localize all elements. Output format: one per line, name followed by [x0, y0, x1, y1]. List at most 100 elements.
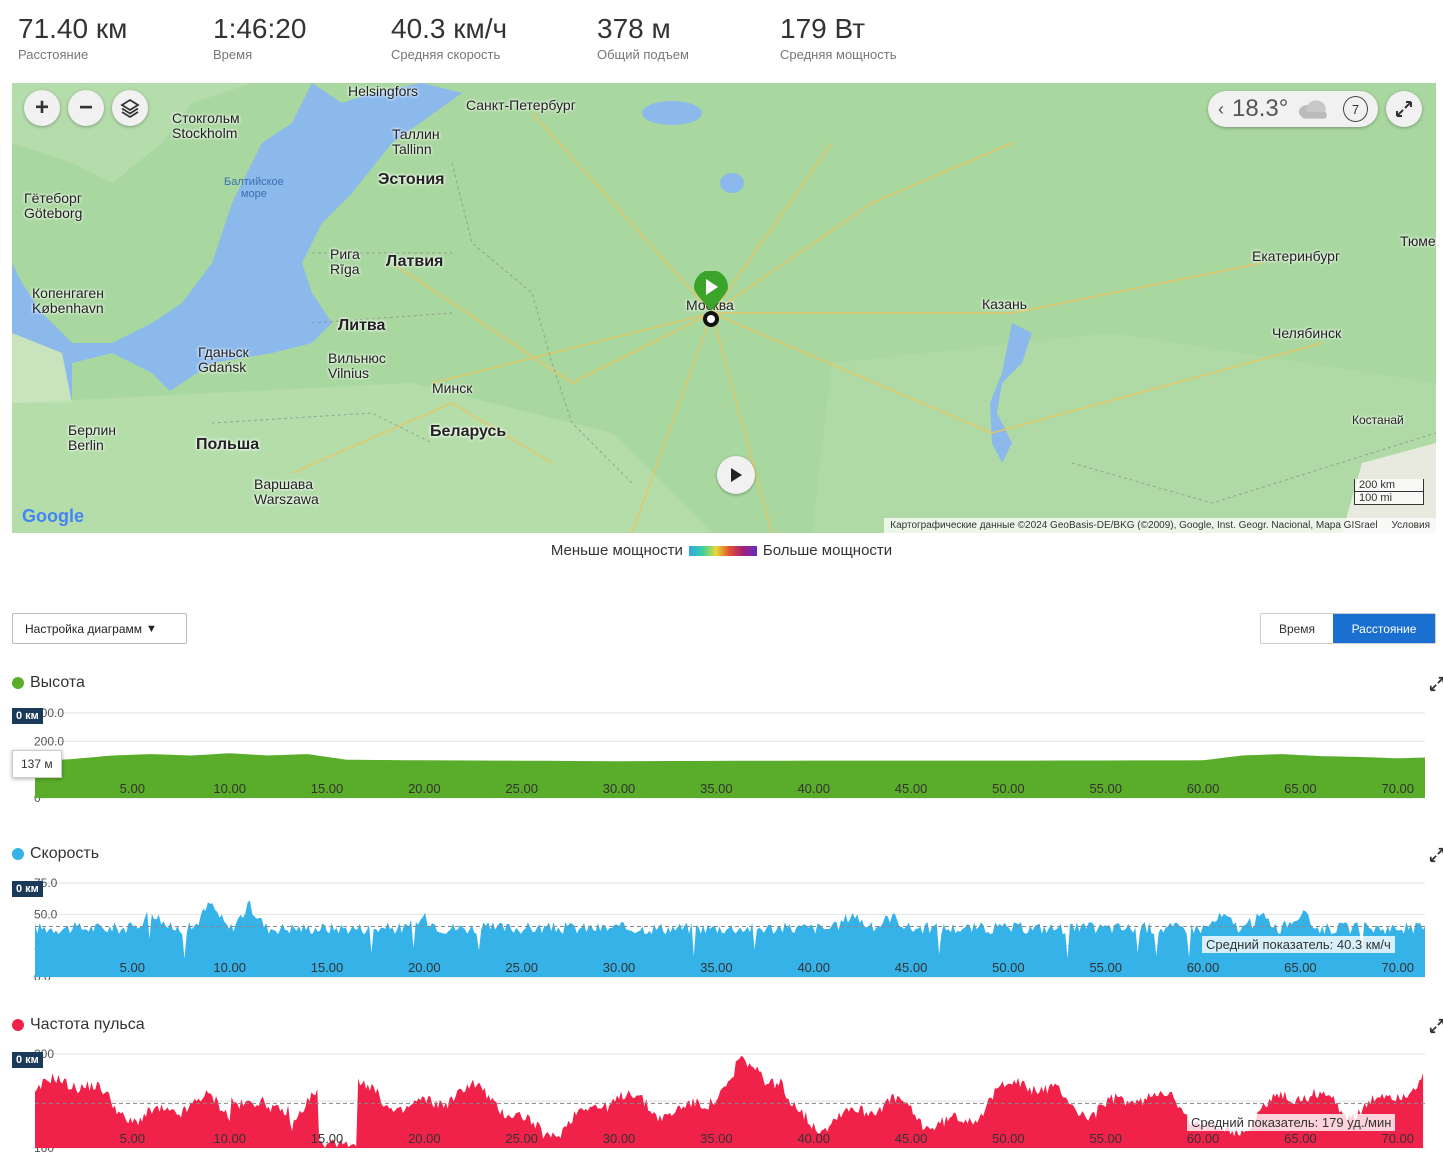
expand-icon: [1429, 847, 1443, 863]
zoom-out-button[interactable]: −: [68, 90, 104, 126]
x-tick-label: 40.00: [797, 960, 830, 975]
minus-icon: −: [78, 94, 93, 121]
x-tick-label: 35.00: [700, 781, 733, 796]
plus-icon: +: [34, 94, 49, 121]
x-tick-label: 5.00: [120, 1131, 145, 1146]
heart-rate-plot[interactable]: 2001801605.0010.0015.0020.0025.0030.0035…: [0, 1016, 1443, 1167]
layers-button[interactable]: [112, 90, 148, 126]
x-tick-label: 50.00: [992, 1131, 1025, 1146]
x-tick-label: 10.00: [213, 960, 246, 975]
zoom-in-button[interactable]: +: [24, 90, 60, 126]
x-tick-label: 30.00: [603, 1131, 636, 1146]
chevron-left-icon[interactable]: ‹: [1218, 98, 1224, 119]
map-label-tyumen: Тюме: [1400, 233, 1436, 249]
series-area: [35, 900, 1425, 977]
x-tick-label: 50.00: [992, 960, 1025, 975]
stat-ascent: 378 м Общий подъем: [597, 13, 780, 62]
stat-label: Средняя скорость: [391, 46, 501, 62]
layers-icon: [120, 98, 140, 119]
map-label-berlin: Берлин Berlin: [68, 422, 117, 453]
map-label-kostanay: Костанай: [1352, 413, 1404, 427]
y-tick-label: 200.0: [34, 734, 64, 748]
stat-label: Средняя мощность: [780, 46, 897, 62]
chart-title: Высота: [12, 674, 85, 692]
map-label-chelyabinsk: Челябинск: [1272, 325, 1342, 341]
series-area: [35, 1055, 1424, 1148]
series-dot: [12, 677, 24, 689]
x-tick-label: 20.00: [408, 960, 441, 975]
x-tick-label: 20.00: [408, 1131, 441, 1146]
chart-title-text: Скорость: [30, 845, 100, 862]
x-tick-label: 55.00: [1089, 960, 1122, 975]
x-tick-label: 25.00: [505, 960, 538, 975]
series-dot: [12, 1019, 24, 1031]
map-scale: 200 km 100 mi: [1354, 479, 1424, 505]
speed-average-label: Средний показатель: 40.3 км/ч: [1202, 936, 1395, 953]
elevation-chart: Высота 300.0200.005.0010.0015.0020.0025.…: [0, 674, 1443, 804]
stat-value: 378 м: [597, 13, 671, 44]
map-label-goteborg: Гётеборг Göteborg: [24, 190, 83, 221]
x-tick-label: 15.00: [311, 1131, 344, 1146]
map-label-kazan: Казань: [982, 296, 1028, 312]
stat-avg-power: 179 Вт Средняя мощность: [780, 13, 960, 62]
x-tick-label: 20.00: [408, 781, 441, 796]
map-label-poland: Польша: [196, 436, 260, 453]
x-tick-label: 10.00: [213, 781, 246, 796]
map-label-latvia: Латвия: [386, 253, 444, 270]
power-gradient: [688, 545, 757, 556]
map-label-estonia: Эстония: [378, 171, 445, 188]
x-tick-label: 70.00: [1381, 781, 1414, 796]
terms-link[interactable]: Условия: [1391, 520, 1430, 531]
stat-value: 179 Вт: [780, 13, 866, 44]
play-icon: [731, 468, 742, 482]
x-tick-label: 45.00: [895, 960, 928, 975]
stat-value: 1:46:20: [213, 13, 307, 44]
map-label-vilnius: Вильнюс Vilnius: [328, 350, 386, 381]
x-tick-label: 45.00: [895, 781, 928, 796]
x-tick-label: 30.00: [603, 781, 636, 796]
heart-rate-chart: Частота пульса 2001801605.0010.0015.0020…: [0, 1016, 1443, 1167]
expand-icon: [1396, 101, 1412, 117]
x-tick-label: 35.00: [700, 1131, 733, 1146]
series-area: [35, 753, 1425, 798]
x-cursor-label: 0 км: [12, 881, 43, 897]
expand-icon: [1429, 676, 1443, 692]
map-label-baltic-sea: Балтийское море: [224, 176, 284, 200]
x-tick-label: 30.00: [603, 960, 636, 975]
elevation-plot[interactable]: 300.0200.005.0010.0015.0020.0025.0030.00…: [0, 674, 1443, 804]
map-label-copenhagen: Копенгаген København: [32, 285, 104, 316]
x-tick-label: 70.00: [1381, 1131, 1414, 1146]
map-label-minsk: Минск: [432, 380, 473, 396]
toggle-distance[interactable]: Расстояние: [1333, 614, 1435, 643]
x-tick-label: 65.00: [1284, 1131, 1317, 1146]
x-tick-label: 65.00: [1284, 960, 1317, 975]
route-start-marker[interactable]: [693, 270, 729, 334]
legend-less: Меньше мощности: [550, 542, 683, 559]
chart-tooltip: 137 м: [12, 750, 62, 778]
route-playback-button[interactable]: [717, 456, 755, 494]
map-label-stockholm: Стокгольм Stockholm: [172, 110, 240, 141]
x-tick-label: 5.00: [120, 960, 145, 975]
chart-settings-dropdown[interactable]: Настройка диаграмм ▼: [12, 613, 187, 644]
chart-settings-label: Настройка диаграмм: [25, 621, 143, 636]
heart-rate-average-label: Средний показатель: 179 уд./мин: [1187, 1114, 1396, 1131]
map-label-yekaterinburg: Екатеринбург: [1252, 248, 1341, 264]
x-tick-label: 40.00: [797, 1131, 830, 1146]
expand-icon: [1429, 1018, 1443, 1034]
wind-icon: 7: [1342, 96, 1368, 122]
start-pin-icon: [694, 270, 728, 327]
map-fullscreen-button[interactable]: [1386, 91, 1422, 127]
x-cursor-label: 0 км: [12, 1052, 43, 1068]
x-tick-label: 45.00: [895, 1131, 928, 1146]
x-tick-label: 25.00: [505, 781, 538, 796]
weather-widget[interactable]: ‹ 18.3° 7: [1208, 91, 1378, 127]
map-label-gdansk: Гданьск Gdańsk: [198, 344, 249, 375]
x-tick-label: 60.00: [1187, 781, 1220, 796]
map-label-lithuania: Литва: [338, 317, 386, 334]
speed-plot[interactable]: 75.050.025.00.05.0010.0015.0020.0025.003…: [0, 845, 1443, 980]
speed-chart: Скорость 75.050.025.00.05.0010.0015.0020…: [0, 845, 1443, 980]
route-map[interactable]: Helsingfors Санкт-Петербург Стокгольм St…: [12, 83, 1436, 533]
toggle-time[interactable]: Время: [1278, 621, 1316, 636]
attribution-text: Картографические данные ©2024 GeoBasis-D…: [890, 520, 1378, 531]
map-attribution: Картографические данные ©2024 GeoBasis-D…: [884, 518, 1436, 533]
